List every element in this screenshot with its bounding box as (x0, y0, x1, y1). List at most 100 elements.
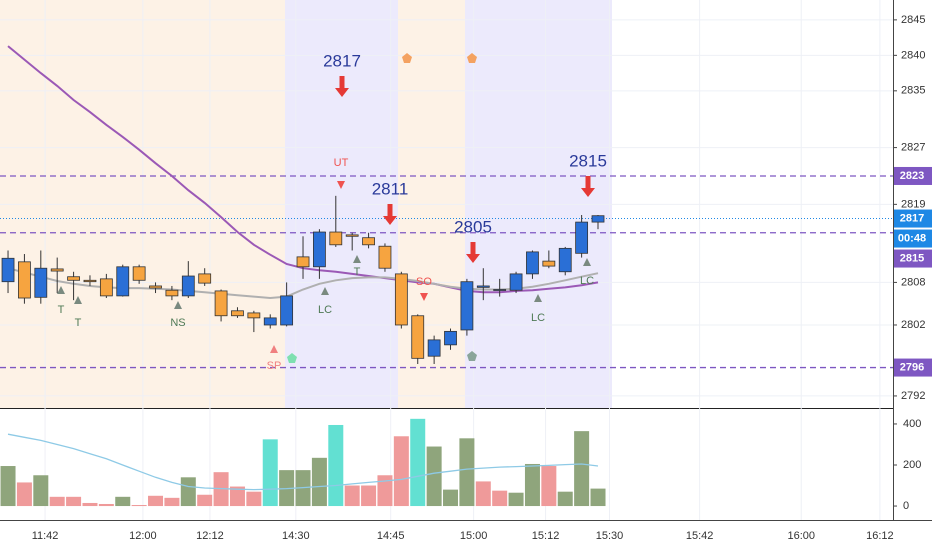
candle-body (345, 234, 359, 237)
volume-bar (262, 439, 278, 507)
annotation-arrow (466, 242, 480, 263)
candle-body (542, 260, 556, 267)
volume-bar (377, 475, 393, 507)
price-tag (894, 166, 932, 185)
price-tag (894, 249, 932, 268)
y-tick-label: 2835 (901, 85, 925, 97)
candle-body (18, 261, 31, 299)
volume-bar (49, 496, 65, 507)
annotation: 2805 (454, 217, 492, 236)
volume-bar (98, 503, 114, 507)
y-tick-label: 0 (903, 500, 909, 512)
signal-pentagon (287, 353, 297, 363)
price-tag-label: 2796 (900, 361, 924, 373)
candle-body (83, 279, 97, 283)
candle-body (378, 245, 392, 269)
volume-bar (557, 491, 573, 507)
y-tick-label: 2827 (901, 141, 925, 153)
annotation: 2815 (569, 151, 607, 170)
candle-body (411, 315, 425, 359)
volume-bar (180, 477, 196, 507)
x-tick-label: 15:12 (532, 530, 560, 542)
candle-body (181, 275, 195, 297)
volume-bar (524, 463, 540, 507)
price-tag-label: 2815 (900, 252, 924, 264)
volume-bar (426, 446, 442, 507)
x-tick-label: 12:12 (196, 530, 224, 542)
signal-label: UT (334, 157, 349, 169)
volume-bar (229, 486, 245, 507)
candle-body (116, 266, 130, 297)
annotation: 2817 (323, 51, 361, 70)
candle-body (34, 267, 48, 298)
price-tag (894, 209, 932, 228)
candle-body (394, 273, 408, 326)
candle-body (509, 273, 523, 291)
price-tag-label: 00:48 (898, 232, 926, 244)
signal-triangle (57, 286, 65, 294)
y-tick-label: 2845 (901, 14, 925, 26)
candle-body (67, 276, 80, 281)
candle-body (99, 278, 113, 297)
volume-bar (164, 497, 180, 507)
volume-bar (492, 490, 508, 507)
volume-bar (131, 505, 147, 507)
volume-bar (33, 475, 49, 507)
signal-triangle (74, 296, 82, 304)
y-tick-label: 400 (903, 418, 921, 430)
price-tag-label: 2817 (900, 212, 924, 224)
signal-label: T (75, 317, 82, 329)
annotation-arrow (335, 76, 349, 97)
volume-bar (574, 431, 590, 507)
volume-bar (16, 482, 32, 507)
candle-body (493, 289, 507, 291)
volume-bar (344, 485, 360, 507)
signal-triangle (534, 294, 542, 302)
x-tick-label: 15:42 (686, 530, 714, 542)
x-tick-label: 11:42 (32, 530, 59, 542)
x-tick-label: 15:30 (596, 530, 624, 542)
candle-body (296, 256, 310, 268)
candle-body (263, 317, 277, 326)
signal-label: LC (531, 312, 545, 324)
x-tick-label: 15:00 (460, 530, 488, 542)
signal-triangle (420, 293, 428, 301)
volume-average (7, 433, 599, 491)
candle-body (132, 266, 146, 281)
signal-label: SO (416, 276, 432, 288)
x-tick-label: 14:30 (282, 530, 310, 542)
signal-triangle (337, 181, 345, 189)
volume-bar (115, 496, 131, 507)
annotation: 2811 (372, 179, 409, 198)
volume-bar (328, 424, 344, 507)
x-tick-label: 12:00 (129, 530, 157, 542)
signal-triangle (353, 255, 361, 263)
candle-body (476, 285, 490, 288)
signal-pentagon (467, 351, 477, 361)
signal-label: T (354, 266, 361, 278)
candle-body (1, 257, 15, 283)
candle-body (149, 285, 162, 289)
signal-triangle (321, 287, 329, 295)
candle-body (165, 289, 179, 297)
volume-bar (475, 481, 491, 507)
candle-body (444, 330, 457, 346)
y-tick-label: 2792 (901, 390, 925, 402)
y-tick-label: 2819 (901, 198, 925, 210)
signal-pentagon (402, 53, 412, 63)
signal-label: LC (580, 275, 594, 287)
volume-bar (0, 466, 16, 507)
candle-body (247, 312, 261, 319)
price-tag (894, 229, 932, 248)
candle-body (427, 339, 441, 357)
volume-bar (508, 492, 524, 507)
y-tick-label: 2802 (901, 319, 925, 331)
candle-body (591, 215, 605, 223)
candle-body (214, 290, 228, 317)
volume-bar (197, 494, 213, 507)
candle-body (280, 295, 294, 326)
annotation-arrow (581, 176, 595, 197)
y-tick-label: 2808 (901, 276, 925, 288)
candle-body (575, 221, 589, 254)
